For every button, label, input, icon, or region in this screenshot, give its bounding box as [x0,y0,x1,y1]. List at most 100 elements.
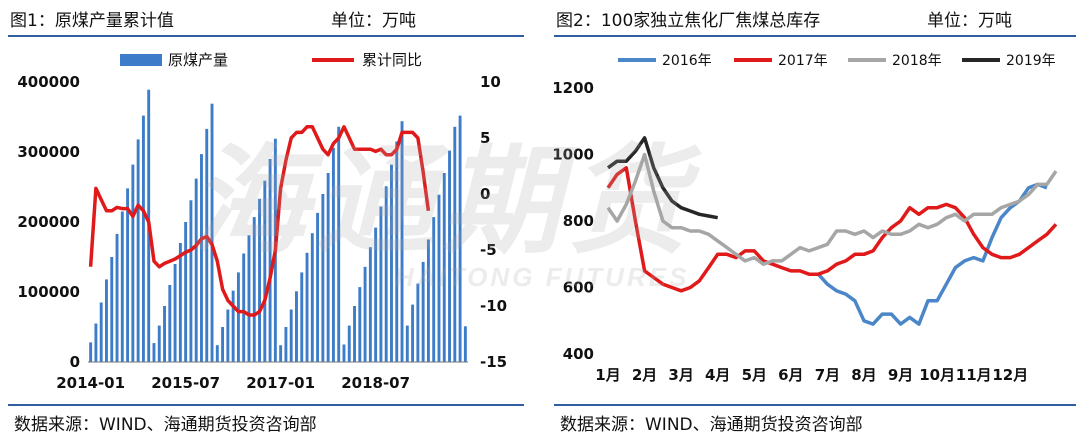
bar [189,200,193,362]
bar [411,304,415,362]
series-line-yoy [88,125,431,317]
bar [310,233,314,362]
bar [200,154,203,362]
bar [231,290,235,362]
series-line [606,166,1058,293]
bar [194,178,198,362]
bar [321,194,325,362]
y-tick-label: 100000 [17,283,80,301]
bar [426,239,430,362]
x-tick-label: 7月 [815,366,840,384]
bar [279,345,283,362]
bar [178,243,182,362]
x-tick-label: 2015-07 [151,374,220,392]
y2-tick-label: 0 [480,185,490,203]
bar [458,115,462,362]
x-tick-label: 8月 [851,366,876,384]
x-tick-label: 3月 [668,366,693,384]
chart-panel-coking-coal-inventory: 图2：100家独立焦化厂焦煤总库存 单位：万吨 2016年 2017年 2018年 2… [546,0,1080,435]
x-tick-label: 6月 [778,366,803,384]
bar [442,173,446,362]
bar [115,233,119,362]
bar [432,217,436,362]
bar [94,323,98,362]
coal-output-chart: 原煤产量 累计同比 0 100000 200000 300000 400000 -15 -10 -… [17,51,507,392]
bar [258,198,261,362]
bar [105,279,108,362]
series-line [606,136,719,220]
chart-panel-coal-output: 图1：原煤产量累计值 单位：万吨 原煤产量 累计同比 0 100000 200000 30… [0,0,528,435]
y-tick-label: 400000 [17,73,80,91]
bar [368,247,372,362]
bar [163,306,166,362]
y2-tick-label: 5 [480,129,490,147]
title-divider [554,35,1076,37]
legend-label: 2019年 [1006,53,1056,69]
x-tick-label: 1月 [595,366,620,384]
bar [168,285,172,362]
bar [374,227,378,362]
x-tick-label: 2018-07 [341,374,410,392]
y-tick-label: 800 [563,212,594,230]
y-tick-label: 1200 [552,79,594,97]
unit-label: 单位：万吨 [331,11,416,31]
bar [215,345,219,362]
x-tick-label: 5月 [742,366,767,384]
legend-label-yoy: 累计同比 [362,51,422,69]
x-tick-label: 2014-01 [56,374,125,392]
x-tick-label: 10月 [919,366,955,384]
footer-divider [554,404,1076,406]
bar [416,283,420,362]
bar [126,188,130,362]
bar [337,126,341,362]
footer-divider [8,404,524,406]
y-tick-label: 0 [70,353,80,371]
x-tick-label: 2月 [632,366,657,384]
bar [289,309,293,362]
chart-title: 图1：原煤产量累计值 [10,11,174,31]
x-tick-label: 11月 [956,366,992,384]
series-line [817,182,1048,326]
bar [136,139,140,362]
bar [300,272,304,362]
bar [247,235,251,362]
bar [263,180,267,362]
y-tick-label: 400 [563,345,594,363]
x-tick-label: 9月 [888,366,913,384]
bar [453,126,457,362]
x-tick-label: 2017-01 [246,374,315,392]
bar [242,253,246,362]
bar [173,264,177,362]
bar [89,342,93,362]
bar [358,287,362,362]
bar [331,147,335,362]
y2-tick-label: -10 [480,297,507,315]
bar [316,212,320,362]
bar [395,141,399,362]
bar [379,206,383,362]
bar [326,173,330,362]
bar [152,343,156,362]
bar [268,159,272,362]
unit-label: 单位：万吨 [927,11,1012,31]
y-tick-label: 300000 [17,143,80,161]
bar [384,186,388,362]
bar [252,217,256,362]
y2-tick-label: -15 [480,353,507,371]
bar [131,164,135,362]
bar [390,164,393,362]
bar [99,302,103,362]
bar [421,261,425,362]
bar [363,266,367,362]
x-tick-label: 12月 [992,366,1028,384]
legend-label: 2016年 [662,53,712,69]
title-divider [8,35,524,37]
y2-tick-label: 10 [480,73,501,91]
bar [353,306,356,362]
bar [184,222,188,362]
coking-coal-inventory-chart: 2016年 2017年 2018年 2019年 400 600 800 1000 1200 1月 2… [552,53,1058,384]
bar [347,325,351,362]
bar [120,211,124,362]
y-tick-label: 1000 [552,146,594,164]
bar [226,309,230,362]
